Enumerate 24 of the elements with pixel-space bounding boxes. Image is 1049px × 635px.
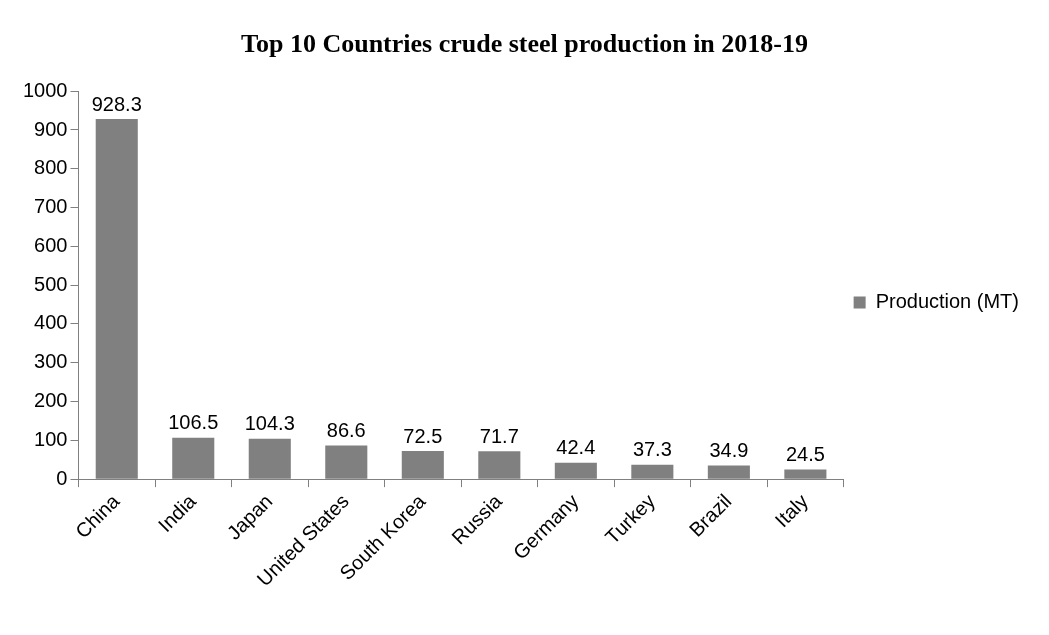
y-tick-label: 100 — [34, 427, 68, 450]
data-label: 34.9 — [709, 439, 749, 462]
legend-label: Production (MT) — [875, 290, 1020, 313]
y-tick-label: 400 — [34, 311, 68, 334]
data-label: 104.3 — [244, 412, 295, 435]
data-label: 42.4 — [556, 436, 596, 459]
x-tick-label: Italy — [770, 489, 813, 532]
data-label: 86.6 — [326, 419, 366, 442]
y-tick-label: 500 — [34, 272, 68, 295]
data-label: 106.5 — [168, 411, 219, 434]
y-tick-label: 1000 — [22, 78, 68, 101]
data-label: 71.7 — [479, 424, 519, 447]
y-tick-label: 200 — [34, 389, 68, 412]
y-tick-label: 600 — [34, 233, 68, 256]
data-label: 72.5 — [403, 424, 443, 447]
y-tick-label: 0 — [56, 466, 68, 489]
y-tick-label: 800 — [34, 156, 68, 179]
y-tick-label: 700 — [34, 195, 68, 218]
data-label: 928.3 — [91, 92, 142, 115]
data-label: 37.3 — [632, 438, 672, 461]
chart-title: Top 10 Countries crude steel production in 2018-19 — [241, 29, 808, 59]
data-label: 24.5 — [785, 443, 825, 466]
y-tick-label: 300 — [34, 350, 68, 373]
y-tick-label: 900 — [34, 117, 68, 140]
